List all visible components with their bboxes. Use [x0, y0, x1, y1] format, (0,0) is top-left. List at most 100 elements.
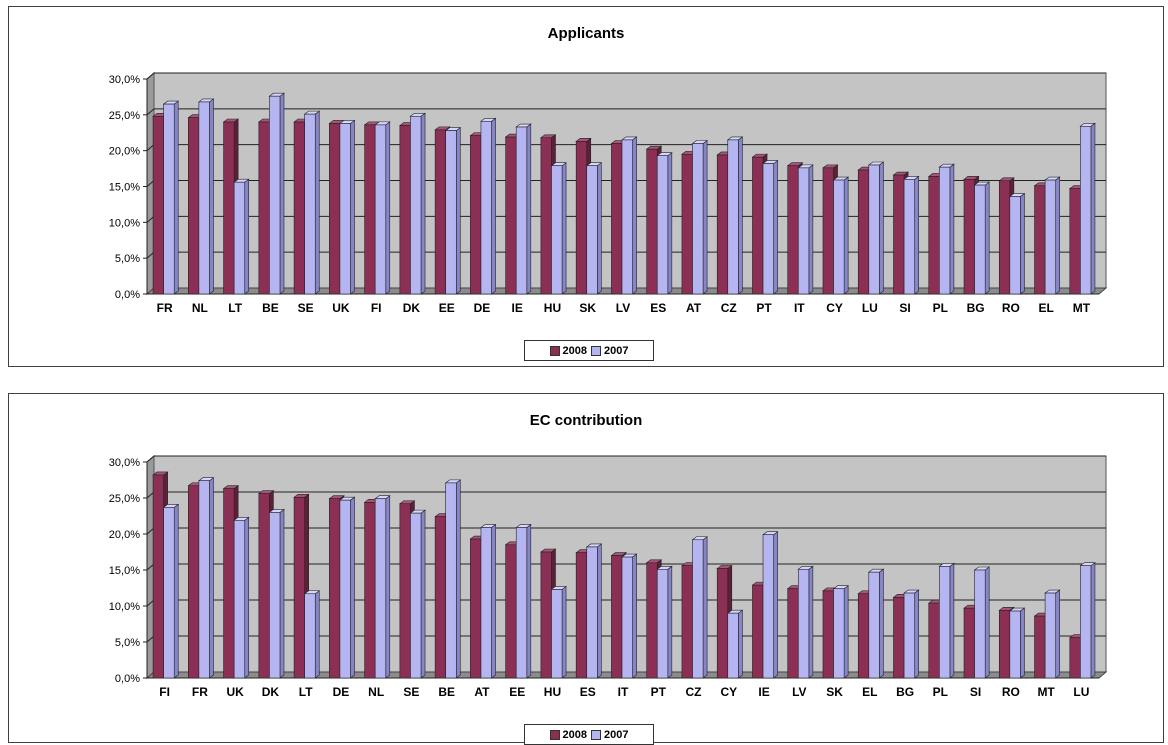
bar: [163, 103, 175, 295]
bar: [681, 565, 693, 679]
bar: [575, 552, 588, 679]
x-tick-label: LT: [299, 685, 313, 699]
x-tick-label: PT: [651, 685, 667, 699]
legend-entry-2007: 2007: [591, 729, 628, 741]
bar: [939, 166, 951, 295]
x-tick-label: FI: [159, 685, 170, 699]
bar: [329, 498, 341, 679]
bar-2007-UK: [339, 119, 356, 295]
legend: 2008 2007: [524, 724, 654, 745]
bar: [762, 534, 774, 679]
bar-side: [914, 589, 919, 679]
plot-area: 0,0% 5,0% 10,0% 15,0% 20,0% 25,0% 30,0% FR NL LT B…: [109, 71, 1108, 315]
bar-2007-RO: [1008, 607, 1026, 679]
x-tick-label: EE: [509, 685, 525, 699]
bar-side: [702, 139, 708, 295]
bar-side: [561, 585, 567, 679]
bar-side: [279, 508, 285, 679]
x-tick-label: CY: [720, 685, 737, 699]
bar: [152, 474, 164, 679]
x-tick-label: EL: [862, 685, 877, 699]
bar-side: [1055, 589, 1060, 679]
bar: [364, 124, 376, 295]
bar-2007-SK: [832, 585, 850, 679]
y-tick-label: 25,0%: [109, 110, 140, 122]
x-tick-label: HU: [544, 301, 561, 315]
bar-2007-IE: [515, 123, 532, 295]
bar: [269, 512, 281, 679]
bar: [540, 551, 552, 679]
y-tick-label: 15,0%: [109, 182, 140, 194]
y-tick-label: 20,0%: [109, 146, 140, 158]
x-tick-label: CZ: [721, 301, 737, 315]
bar-2007-LV: [797, 565, 814, 679]
bar: [1080, 126, 1092, 295]
bar-2007-LT: [233, 178, 250, 295]
bar: [797, 568, 810, 679]
gridline-depth: [146, 72, 155, 80]
bar: [188, 485, 200, 679]
bar-2007-ES: [656, 152, 673, 295]
bar: [269, 95, 281, 295]
bar: [304, 113, 316, 295]
bar: [692, 143, 704, 295]
x-tick-label: PL: [933, 685, 948, 699]
bar: [515, 527, 528, 679]
bar-2007-SE: [303, 110, 321, 295]
bar-side: [738, 609, 743, 679]
chart-ec-contribution: EC contribution 0,0% 5,0% 10,0% 15,0% 20,0% 2…: [8, 393, 1164, 745]
bar-2007-PT: [656, 565, 673, 679]
bar: [963, 607, 975, 679]
x-tick-label: PL: [933, 301, 948, 315]
x-tick-label: NL: [192, 301, 208, 315]
bar: [480, 527, 492, 679]
x-tick-label: SE: [403, 685, 419, 699]
bar-side: [808, 565, 814, 679]
bar-2007-AT: [691, 139, 708, 295]
x-tick-label: EE: [439, 301, 455, 315]
bar: [586, 546, 598, 679]
bar-side: [702, 536, 708, 679]
x-tick-label: LU: [1073, 685, 1089, 699]
chart-plot: 0,0% 5,0% 10,0% 15,0% 20,0% 25,0% 30,0% FR NL LT B…: [109, 71, 1108, 315]
x-tick-label: SI: [899, 301, 910, 315]
bar-2007-AT: [480, 523, 497, 679]
legend-swatch: [591, 345, 601, 356]
bar: [1009, 196, 1021, 295]
bar: [1069, 637, 1081, 679]
bar: [727, 139, 739, 295]
x-tick-label: UK: [226, 685, 244, 699]
x-tick-label: UK: [332, 301, 350, 315]
bar: [505, 136, 517, 295]
bar: [515, 126, 528, 295]
bar: [868, 164, 880, 295]
bar: [410, 115, 422, 295]
bar: [998, 610, 1011, 679]
bar-2007-IT: [797, 164, 814, 295]
x-tick-label: HU: [544, 685, 561, 699]
bar: [903, 179, 915, 295]
legend-entry-2008: 2008: [549, 729, 587, 741]
x-tick-label: SK: [579, 301, 596, 315]
bar: [822, 167, 834, 295]
bar-2007-MT: [1079, 122, 1096, 295]
bar-2007-HU: [550, 585, 567, 679]
bar: [223, 121, 235, 295]
x-tick-label: LU: [862, 301, 878, 315]
gridline-depth: [146, 108, 155, 116]
bar-side: [914, 175, 919, 295]
bar: [399, 503, 411, 679]
bar: [329, 123, 341, 295]
bar: [399, 125, 411, 295]
bar-side: [350, 119, 355, 295]
bar-side: [879, 161, 884, 295]
x-tick-label: DK: [403, 301, 421, 315]
bar: [656, 155, 669, 295]
y-tick-label: 15,0%: [109, 565, 140, 577]
bar-2007-SE: [409, 509, 426, 679]
x-tick-label: SE: [298, 301, 314, 315]
bar-side: [597, 162, 602, 295]
legend-swatch: [549, 729, 560, 740]
x-tick-label: SK: [826, 685, 843, 699]
x-tick-label: ES: [650, 301, 666, 315]
